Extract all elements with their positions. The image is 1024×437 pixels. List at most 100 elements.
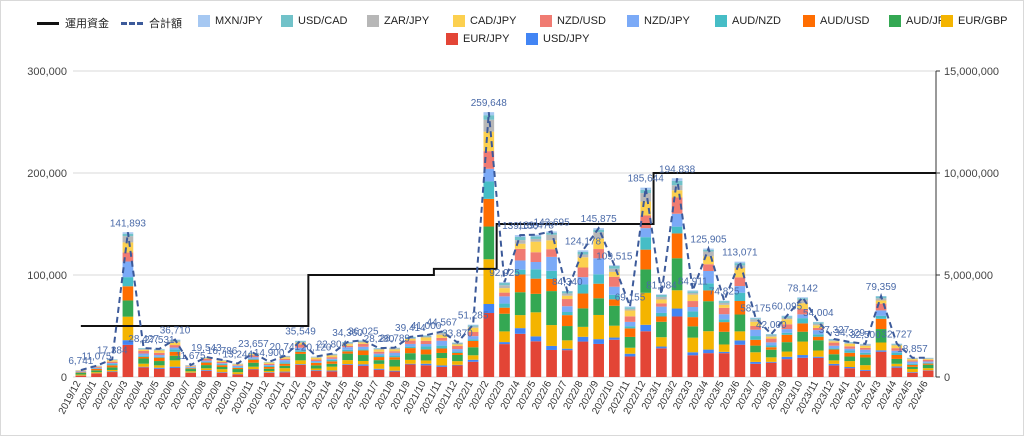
bar-segment <box>813 350 824 356</box>
bar-segment <box>750 362 761 364</box>
bar-segment <box>515 292 526 315</box>
bar-segment <box>546 350 557 377</box>
bar-segment <box>923 371 934 377</box>
bar-segment <box>829 364 840 366</box>
bar-segment <box>766 337 777 339</box>
bar-segment <box>279 368 290 371</box>
bar-segment <box>609 306 620 326</box>
bar-segment <box>483 199 494 227</box>
bar-segment <box>735 315 746 332</box>
bar-segment <box>374 360 385 364</box>
bar-segment <box>562 312 573 315</box>
bar-segment <box>405 360 416 364</box>
bar-segment <box>656 303 667 306</box>
bar-segment <box>813 337 824 341</box>
bar-segment <box>907 364 918 365</box>
bar-segment <box>389 349 400 351</box>
bar-segment <box>609 277 620 287</box>
bar-segment <box>844 344 855 347</box>
bar-segment <box>876 352 887 377</box>
bar-segment <box>735 331 746 340</box>
bar-segment <box>719 314 730 319</box>
bar-segment <box>515 334 526 377</box>
bar-segment <box>829 349 840 354</box>
bar-segment <box>719 353 730 377</box>
bar-segment <box>876 300 887 303</box>
bar-segment <box>672 185 683 190</box>
bar-segment <box>405 348 416 353</box>
bar-segment <box>844 350 855 352</box>
bar-segment <box>546 346 557 350</box>
bar-segment <box>468 360 479 362</box>
bar-segment <box>609 340 620 377</box>
bar-segment <box>374 352 385 354</box>
bar-segment <box>672 227 683 234</box>
bar-segment <box>405 364 416 377</box>
bar-segment <box>531 252 542 262</box>
bar-segment <box>91 372 102 373</box>
bar-segment <box>531 312 542 336</box>
bar-segment <box>829 343 840 346</box>
bar-segment <box>264 371 275 372</box>
bar-segment <box>327 359 338 360</box>
bar-segment <box>170 368 181 377</box>
bar-segment <box>625 316 636 322</box>
bar-segment <box>499 342 510 344</box>
bar-segment <box>421 360 432 363</box>
bar-segment <box>421 349 432 354</box>
bar-segment <box>719 301 730 303</box>
bar-segment <box>578 252 589 255</box>
bar-segment <box>735 345 746 377</box>
bar-segment <box>766 339 777 343</box>
bar-segment <box>766 347 777 349</box>
bar-segment <box>766 334 777 335</box>
bar-segment <box>515 315 526 328</box>
bar-segment <box>531 341 542 377</box>
bar-segment <box>154 368 165 369</box>
bar-segment <box>327 364 338 367</box>
bar-segment <box>703 350 714 354</box>
total-data-label: 84,340 <box>552 277 583 288</box>
bar-segment <box>217 364 228 365</box>
bar-segment <box>123 277 134 286</box>
bar-segment <box>640 228 651 237</box>
total-data-label: 79,359 <box>866 282 897 293</box>
bar-segment <box>154 353 165 355</box>
bar-segment <box>923 364 934 365</box>
bar-segment <box>279 372 290 373</box>
bar-segment <box>687 295 698 301</box>
bar-segment <box>891 366 902 367</box>
bar-segment <box>578 294 589 309</box>
bar-segment <box>609 326 620 338</box>
total-data-label: 69,155 <box>615 292 646 303</box>
bar-segment <box>436 365 447 366</box>
bar-segment <box>640 250 651 270</box>
bar-segment <box>625 354 636 357</box>
bar-segment <box>327 367 338 371</box>
y-right-tick-label: 10,000,000 <box>944 168 999 180</box>
bar-segment <box>562 296 573 299</box>
bar-segment <box>515 237 526 240</box>
total-data-label: 84,911 <box>678 276 708 287</box>
bar-segment <box>374 370 385 377</box>
bar-segment <box>876 350 887 351</box>
bar-segment <box>358 366 369 377</box>
bar-segment <box>468 347 479 355</box>
bar-segment <box>687 355 698 377</box>
bar-segment <box>170 367 181 368</box>
bar-segment <box>625 306 636 307</box>
bar-segment <box>593 274 604 283</box>
bar-segment <box>797 298 808 299</box>
bar-segment <box>923 360 934 362</box>
bar-segment <box>342 364 353 365</box>
bar-segment <box>264 373 275 377</box>
bar-segment <box>640 331 651 377</box>
bar-segment <box>766 342 777 345</box>
bar-segment <box>750 364 761 377</box>
total-data-label: 22,804 <box>317 340 348 351</box>
bar-segment <box>499 285 510 288</box>
bar-segment <box>735 265 746 268</box>
bar-segment <box>327 360 338 362</box>
bar-segment <box>264 366 275 367</box>
bar-segment <box>327 355 338 357</box>
